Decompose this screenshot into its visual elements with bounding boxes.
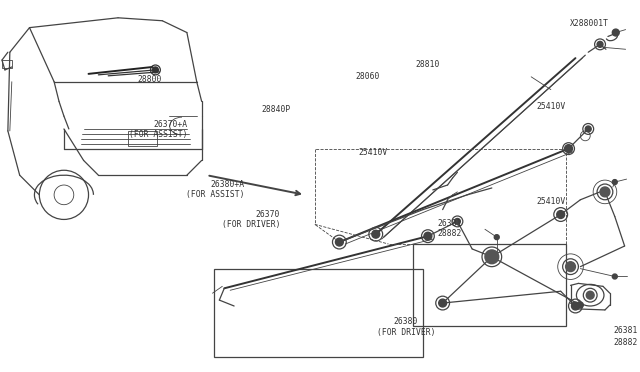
Text: 28800: 28800 xyxy=(137,75,162,84)
Text: 26370+A
(FOR ASSIST): 26370+A (FOR ASSIST) xyxy=(129,119,188,139)
Text: X288001T: X288001T xyxy=(570,19,609,28)
Circle shape xyxy=(566,262,575,272)
Bar xyxy=(214,269,423,357)
Text: 26380
(FOR DRIVER): 26380 (FOR DRIVER) xyxy=(377,317,435,337)
Circle shape xyxy=(586,291,594,299)
Circle shape xyxy=(597,41,603,47)
Text: 25410V: 25410V xyxy=(536,197,566,206)
Circle shape xyxy=(424,232,432,240)
Text: 26380+A
(FOR ASSIST): 26380+A (FOR ASSIST) xyxy=(186,180,244,199)
Circle shape xyxy=(564,145,573,153)
Circle shape xyxy=(557,211,564,218)
Text: 26370
(FOR DRIVER): 26370 (FOR DRIVER) xyxy=(221,210,280,230)
Circle shape xyxy=(612,180,617,185)
Circle shape xyxy=(577,302,583,308)
Text: 25410V: 25410V xyxy=(359,148,388,157)
Circle shape xyxy=(586,126,591,132)
Bar xyxy=(413,244,566,326)
Text: 28810: 28810 xyxy=(416,60,440,69)
Text: 28840P: 28840P xyxy=(261,105,291,114)
Circle shape xyxy=(494,235,499,240)
Circle shape xyxy=(372,230,380,238)
Text: 28882: 28882 xyxy=(438,229,462,238)
Circle shape xyxy=(612,274,617,279)
Circle shape xyxy=(572,302,579,310)
Circle shape xyxy=(438,299,447,307)
Text: 26381: 26381 xyxy=(438,219,462,228)
Circle shape xyxy=(454,218,460,224)
Bar xyxy=(128,131,157,146)
Circle shape xyxy=(612,29,620,36)
Text: 26381: 26381 xyxy=(614,326,638,335)
Text: 28060: 28060 xyxy=(356,72,380,81)
Text: 25410V: 25410V xyxy=(536,102,566,111)
Bar xyxy=(2,60,12,68)
Text: 28882: 28882 xyxy=(614,338,638,347)
Circle shape xyxy=(600,187,610,197)
Circle shape xyxy=(485,250,499,264)
Circle shape xyxy=(335,238,343,246)
Circle shape xyxy=(152,67,158,73)
